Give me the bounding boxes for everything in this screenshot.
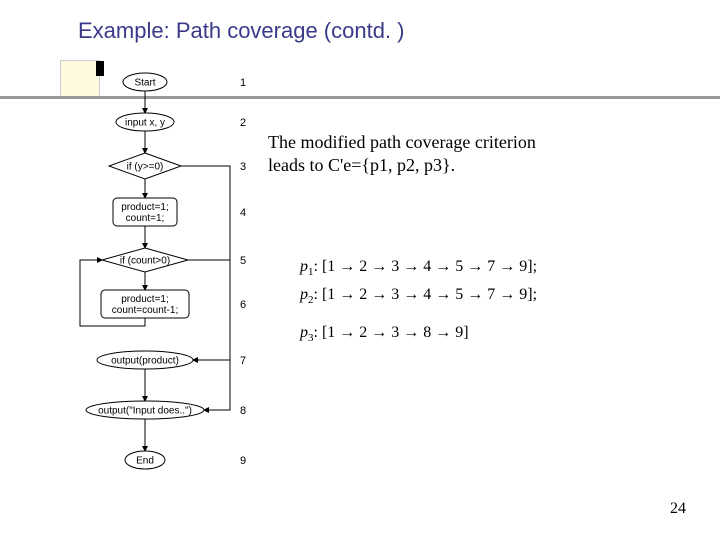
svg-text:if (y>=0): if (y>=0): [127, 162, 164, 173]
svg-text:input x, y: input x, y: [125, 118, 165, 129]
svg-text:if (count>0): if (count>0): [120, 256, 170, 267]
svg-text:product=1;: product=1;: [121, 202, 169, 213]
flow-node-number-8: 8: [240, 405, 246, 417]
flow-node-1: Start: [123, 73, 167, 91]
svg-text:End: End: [136, 456, 154, 467]
flow-node-7: output(product): [97, 351, 193, 369]
svg-text:product=1;: product=1;: [121, 294, 169, 305]
flow-node-number-7: 7: [240, 355, 246, 367]
path-row-1: p1: [1 → 2 → 3 → 4 → 5 → 7 → 9];: [300, 258, 537, 278]
svg-text:count=1;: count=1;: [126, 213, 165, 224]
path-list: p1: [1 → 2 → 3 → 4 → 5 → 7 → 9]; p2: [1 …: [300, 250, 537, 353]
path-expr-1: : [1 → 2 → 3 → 4 → 5 → 7 → 9];: [314, 258, 538, 275]
svg-text:output("Input does.."): output("Input does.."): [98, 406, 192, 417]
criterion-line2: leads to C'e={p1, p2, p3}.: [268, 155, 455, 175]
flow-node-9: End: [125, 451, 165, 469]
flow-edge-5-7: [188, 260, 230, 360]
svg-text:Start: Start: [134, 78, 155, 89]
page-number: 24: [670, 500, 686, 518]
flow-node-number-5: 5: [240, 255, 246, 267]
flow-node-6: product=1;count=count-1;: [101, 290, 189, 318]
flow-node-number-2: 2: [240, 117, 246, 129]
path-row-3: p3: [1 → 2 → 3 → 8 → 9]: [300, 324, 537, 344]
svg-text:output(product): output(product): [111, 356, 179, 367]
path-label-3: p: [300, 324, 308, 341]
flow-node-number-6: 6: [240, 299, 246, 311]
slide: Example: Path coverage (contd. ) Start 1 i…: [0, 0, 720, 540]
flow-node-5: if (count>0): [102, 248, 188, 272]
criterion-text: The modified path coverage criterion lea…: [268, 131, 536, 178]
flowchart: Start1input x, y2if (y>=0)3product=1;cou…: [70, 70, 270, 510]
flow-node-2: input x, y: [116, 113, 174, 131]
flow-node-number-1: 1: [240, 77, 246, 89]
flow-node-number-3: 3: [240, 161, 246, 173]
flow-node-number-4: 4: [240, 207, 246, 219]
slide-title: Example: Path coverage (contd. ): [78, 18, 405, 44]
flow-node-3: if (y>=0): [109, 153, 181, 179]
flow-node-4: product=1;count=1;: [113, 198, 177, 226]
flow-edge-3-8: [181, 166, 230, 410]
path-expr-3: : [1 → 2 → 3 → 8 → 9]: [314, 324, 469, 341]
flow-node-8: output("Input does.."): [86, 401, 204, 419]
path-expr-2: : [1 → 2 → 3 → 4 → 5 → 7 → 9];: [314, 286, 538, 303]
path-row-2: p2: [1 → 2 → 3 → 4 → 5 → 7 → 9];: [300, 286, 537, 306]
path-label-2: p: [300, 286, 308, 303]
criterion-line1: The modified path coverage criterion: [268, 132, 536, 152]
path-label-1: p: [300, 258, 308, 275]
svg-text:count=count-1;: count=count-1;: [112, 305, 178, 316]
flow-node-number-9: 9: [240, 455, 246, 467]
